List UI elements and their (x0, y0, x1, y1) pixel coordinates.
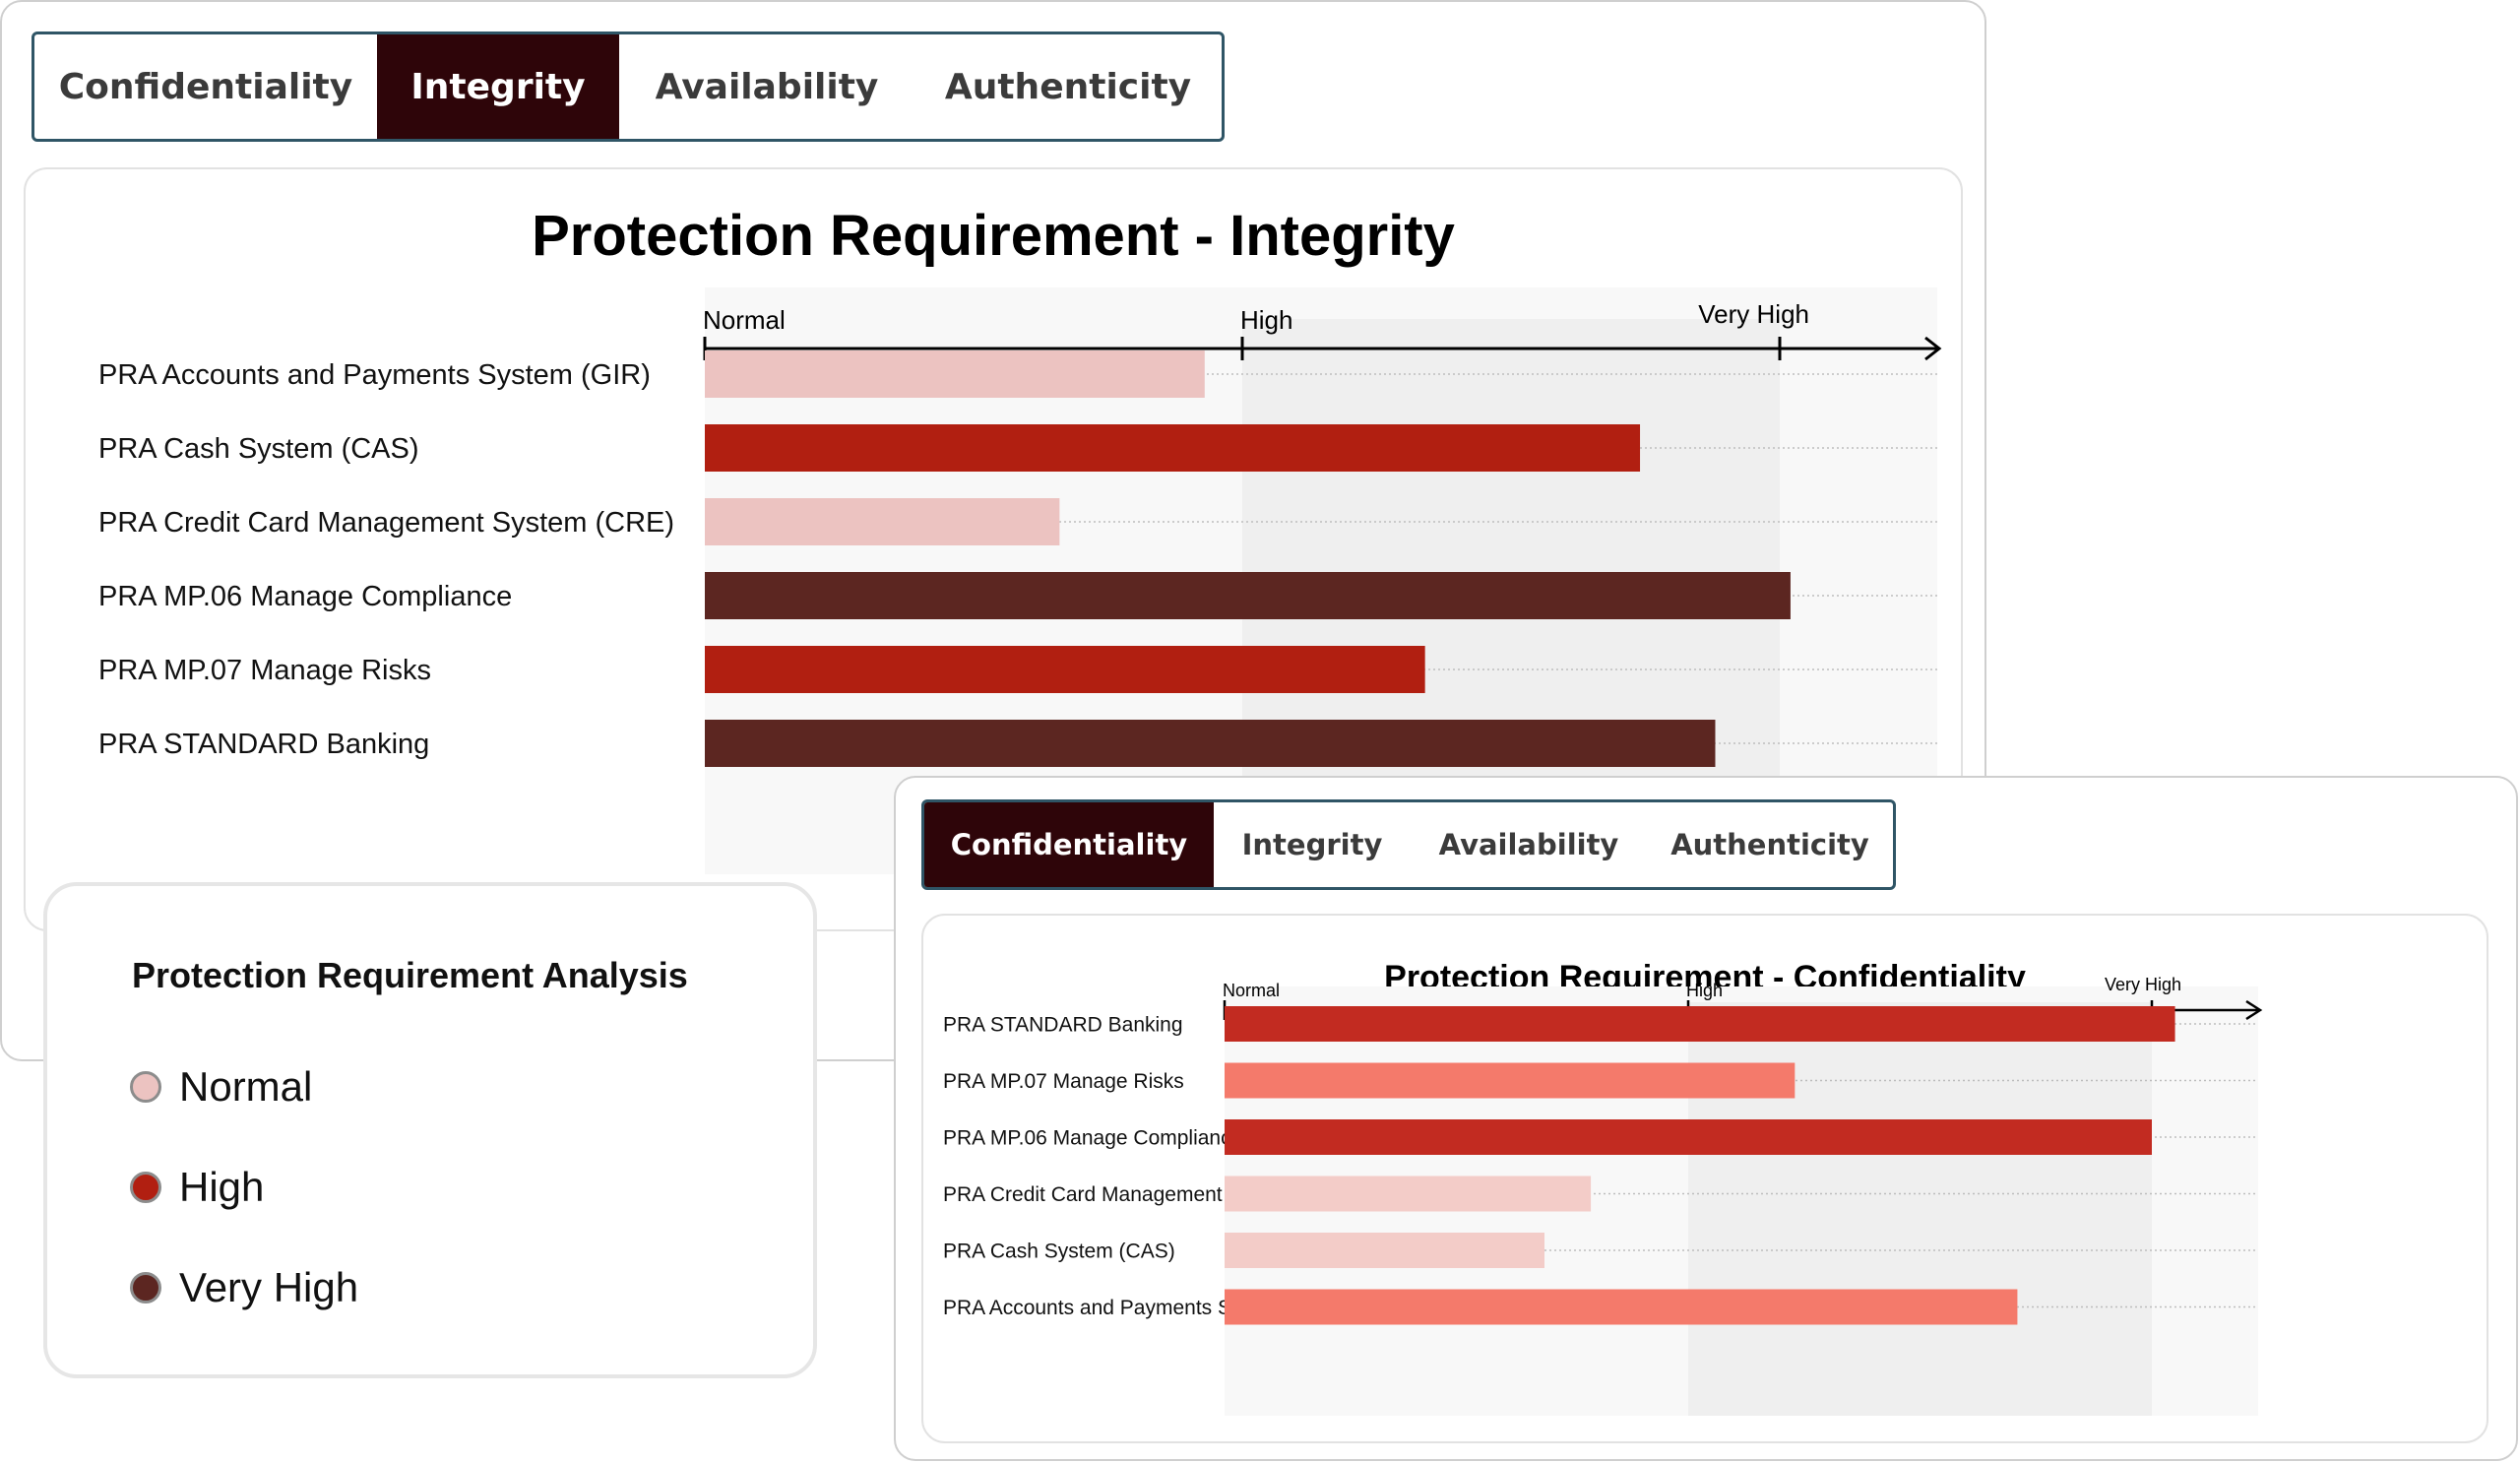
scale-tick-label: Very High (2105, 975, 2181, 994)
confidentiality-bar-chart: Normal High Very High PRA STANDARD Banking P… (943, 975, 2263, 1416)
bar-normal (1225, 1233, 1544, 1268)
scale-axis-arrow (2245, 999, 2263, 1021)
tab-integrity[interactable]: Integrity (1241, 828, 1383, 861)
tab-integrity[interactable]: Integrity (377, 34, 619, 139)
tab-availability[interactable]: Availability (1438, 828, 1619, 861)
row-label: PRA Accounts and Payments System (GIR) (98, 359, 651, 391)
tab-confidentiality[interactable]: Confidentiality (924, 802, 1214, 887)
scale-tick-label: High (1686, 981, 1723, 1000)
row-label: PRA STANDARD Banking (98, 729, 429, 760)
bar-high (705, 646, 1425, 693)
bar-high (1225, 1289, 2018, 1325)
scale-tick-label: Very High (1698, 299, 1809, 329)
confidentiality-chart-panel: Protection Requirement - Confidentiality… (921, 914, 2488, 1443)
bar-very-high (1225, 1119, 2152, 1155)
row-label: PRA Cash System (CAS) (943, 1240, 1175, 1262)
row-label: PRA Cash System (CAS) (98, 433, 419, 465)
scale-tick-label: High (1240, 305, 1292, 335)
confidentiality-window: Confidentiality Integrity Availability A… (894, 776, 2518, 1461)
tab-availability[interactable]: Availability (655, 66, 879, 107)
legend-swatch-very-high (130, 1272, 161, 1304)
legend-label: Very High (179, 1264, 359, 1310)
bar-normal (1225, 1176, 1592, 1212)
bar-normal (705, 350, 1205, 398)
bar-very-high (705, 720, 1716, 767)
bar-very-high (1225, 1006, 2175, 1042)
bar-normal (705, 498, 1060, 545)
legend-swatch-high (130, 1172, 161, 1203)
legend-label: High (179, 1164, 265, 1210)
bar-high (705, 424, 1641, 472)
bar-high (1225, 1062, 1796, 1099)
scale-axis-arrow (1924, 336, 1942, 361)
row-label: PRA MP.06 Manage Compliance (943, 1126, 1242, 1149)
legend-item-normal: Normal (130, 1063, 312, 1111)
w2-tab-bar: Confidentiality Integrity Availability A… (921, 799, 1896, 890)
row-label: PRA STANDARD Banking (943, 1013, 1183, 1036)
row-label: PRA MP.06 Manage Compliance (98, 581, 512, 612)
row-label: PRA MP.07 Manage Risks (98, 655, 431, 686)
row-label: PRA MP.07 Manage Risks (943, 1070, 1184, 1093)
bar-very-high (705, 572, 1791, 619)
w1-tab-bar: Confidentiality Integrity Availability A… (32, 32, 1225, 142)
legend-label: Normal (179, 1063, 313, 1110)
chart-title: Protection Requirement - Integrity (532, 204, 1455, 268)
scale-tick-label: Normal (1223, 981, 1280, 1000)
legend-item-high: High (130, 1164, 264, 1211)
legend-card: Protection Requirement Analysis Normal H… (43, 882, 817, 1378)
tab-confidentiality[interactable]: Confidentiality (58, 66, 353, 107)
row-label: PRA Credit Card Management System (CRE) (98, 507, 674, 539)
tab-authenticity[interactable]: Authenticity (1670, 828, 1869, 861)
legend-title: Protection Requirement Analysis (132, 955, 688, 995)
legend-swatch-normal (130, 1071, 161, 1103)
tab-authenticity[interactable]: Authenticity (944, 66, 1192, 107)
legend-item-very-high: Very High (130, 1264, 358, 1311)
scale-tick-label: Normal (703, 305, 786, 335)
